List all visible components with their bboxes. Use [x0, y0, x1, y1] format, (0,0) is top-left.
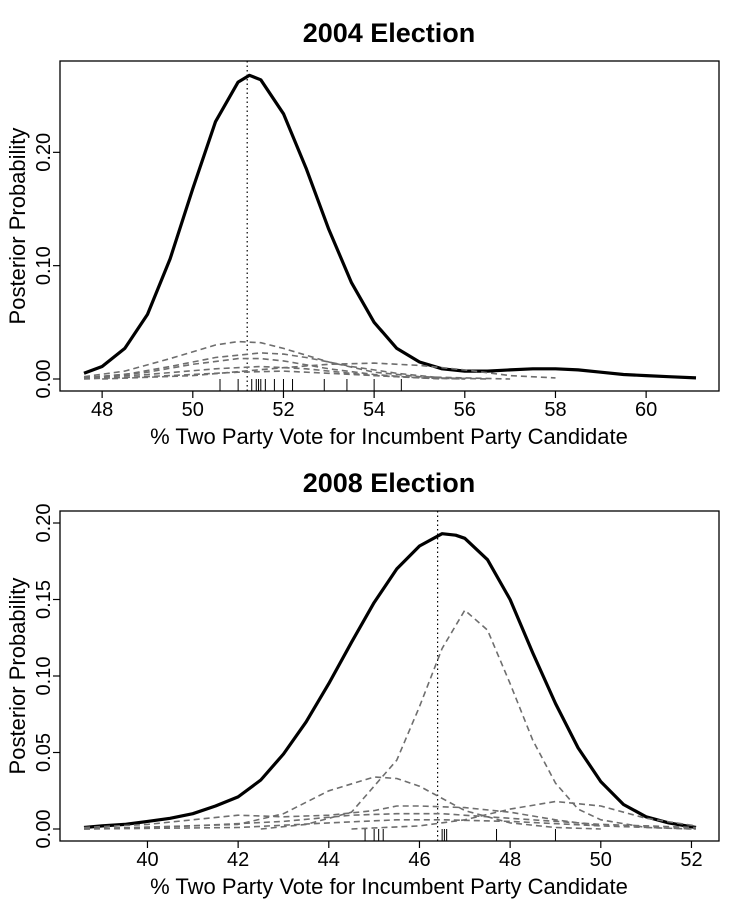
x-tick-label: 42	[227, 849, 249, 871]
chart-title: 2008 Election	[303, 468, 476, 498]
component-density-line-6	[83, 819, 697, 830]
y-tick-label: 0.20	[33, 133, 55, 172]
x-tick-label: 48	[91, 399, 113, 421]
y-axis: 0.00 0.05 0.10 0.15 0.20	[33, 504, 60, 849]
component-density-line-2	[83, 352, 488, 380]
component-density-line-2	[83, 776, 601, 830]
y-tick-label: 0.10	[33, 657, 55, 696]
x-tick-label: 48	[499, 849, 521, 871]
y-axis-label: Posterior Probability	[5, 578, 30, 775]
component-density-line-4	[102, 362, 556, 380]
component-density-line-5	[83, 812, 697, 830]
x-tick-label: 52	[272, 399, 294, 421]
x-axis: 40 42 44 46 48 50 52	[136, 841, 703, 871]
x-tick-label: 54	[363, 399, 385, 421]
chart-panel-2004: 2004 Election 48 50 52 54 56 58 60 0.00 0.10 0.2…	[5, 18, 720, 449]
component-density-line-6	[83, 370, 465, 380]
rug-marks	[364, 829, 556, 841]
x-axis-label: % Two Party Vote for Incumbent Party Can…	[150, 424, 628, 449]
x-tick-label: 46	[408, 849, 430, 871]
x-tick-label: 58	[544, 399, 566, 421]
x-tick-label: 56	[454, 399, 476, 421]
y-tick-label: 0.05	[33, 733, 55, 772]
y-tick-label: 0.20	[33, 504, 55, 543]
x-axis-label: % Two Party Vote for Incumbent Party Can…	[150, 874, 628, 899]
component-density-line-3	[83, 805, 601, 829]
y-axis-label: Posterior Probability	[5, 128, 30, 325]
series-layer	[83, 73, 697, 380]
component-density-line-1	[83, 340, 511, 380]
x-tick-label: 44	[318, 849, 340, 871]
chart-panel-2008: 2008 Election 40 42 44 46 48 50 52 0.00 0.05 0.1…	[5, 468, 720, 899]
y-tick-label: 0.00	[33, 360, 55, 399]
y-tick-label: 0.00	[33, 810, 55, 849]
series-layer	[83, 532, 697, 830]
x-tick-label: 50	[182, 399, 204, 421]
x-axis: 48 50 52 54 56 58 60	[91, 391, 657, 421]
rug-marks	[219, 379, 402, 391]
y-tick-label: 0.10	[33, 246, 55, 285]
x-tick-label: 40	[136, 849, 158, 871]
component-density-line-4	[351, 800, 697, 830]
component-density-line-1	[260, 609, 692, 830]
posterior-density-line	[83, 532, 697, 830]
x-tick-label: 50	[590, 849, 612, 871]
plot-frame	[59, 510, 720, 842]
x-tick-label: 52	[680, 849, 702, 871]
x-tick-label: 60	[635, 399, 657, 421]
chart-title: 2004 Election	[303, 18, 476, 48]
posterior-density-line	[83, 73, 697, 380]
plot-frame	[59, 60, 720, 392]
y-tick-label: 0.15	[33, 580, 55, 619]
y-axis: 0.00 0.10 0.20	[33, 133, 60, 399]
